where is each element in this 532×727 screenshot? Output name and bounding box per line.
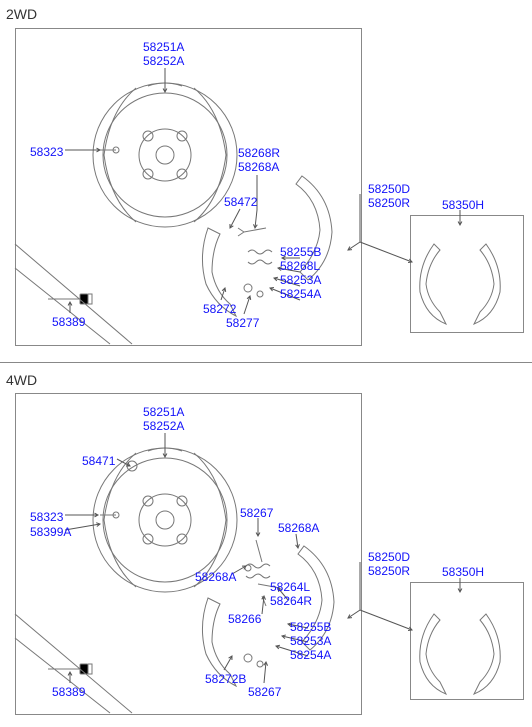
part-label-58267_top[interactable]: 58267 — [240, 506, 273, 520]
part-label-58255B_58268L_58253A_58254A[interactable]: 58255B 58268L 58253A 58254A — [280, 245, 321, 301]
part-label-58266[interactable]: 58266 — [228, 612, 261, 626]
leaders-bot — [0, 362, 532, 727]
part-label-58268A_right[interactable]: 58268A — [278, 521, 319, 535]
part-label-58350H[interactable]: 58350H — [442, 198, 484, 212]
part-label-58389[interactable]: 58389 — [52, 685, 85, 699]
part-label-58251A_58252A[interactable]: 58251A 58252A — [143, 405, 184, 433]
part-label-58277[interactable]: 58277 — [226, 316, 259, 330]
part-label-58250D_58250R[interactable]: 58250D 58250R — [368, 182, 410, 210]
part-label-58323[interactable]: 58323 — [30, 145, 63, 159]
part-label-58350H[interactable]: 58350H — [442, 565, 484, 579]
part-label-58389[interactable]: 58389 — [52, 315, 85, 329]
leaders-top — [0, 0, 532, 362]
part-label-58471[interactable]: 58471 — [82, 454, 115, 468]
part-label-58268R_58268A[interactable]: 58268R 58268A — [238, 146, 280, 174]
part-label-58250D_58250R[interactable]: 58250D 58250R — [368, 550, 410, 578]
part-label-58323[interactable]: 58323 — [30, 510, 63, 524]
part-label-58399A[interactable]: 58399A — [30, 525, 71, 539]
part-label-58255B_58253A_58254A[interactable]: 58255B 58253A 58254A — [290, 620, 331, 662]
part-label-58272[interactable]: 58272 — [203, 302, 236, 316]
part-label-58272B[interactable]: 58272B — [205, 672, 246, 686]
part-label-58264L_58264R[interactable]: 58264L 58264R — [270, 580, 312, 608]
part-label-58251A_58252A[interactable]: 58251A 58252A — [143, 40, 184, 68]
part-label-58472[interactable]: 58472 — [224, 195, 257, 209]
part-label-58268A_left[interactable]: 58268A — [195, 570, 236, 584]
part-label-58267_bot[interactable]: 58267 — [248, 685, 281, 699]
